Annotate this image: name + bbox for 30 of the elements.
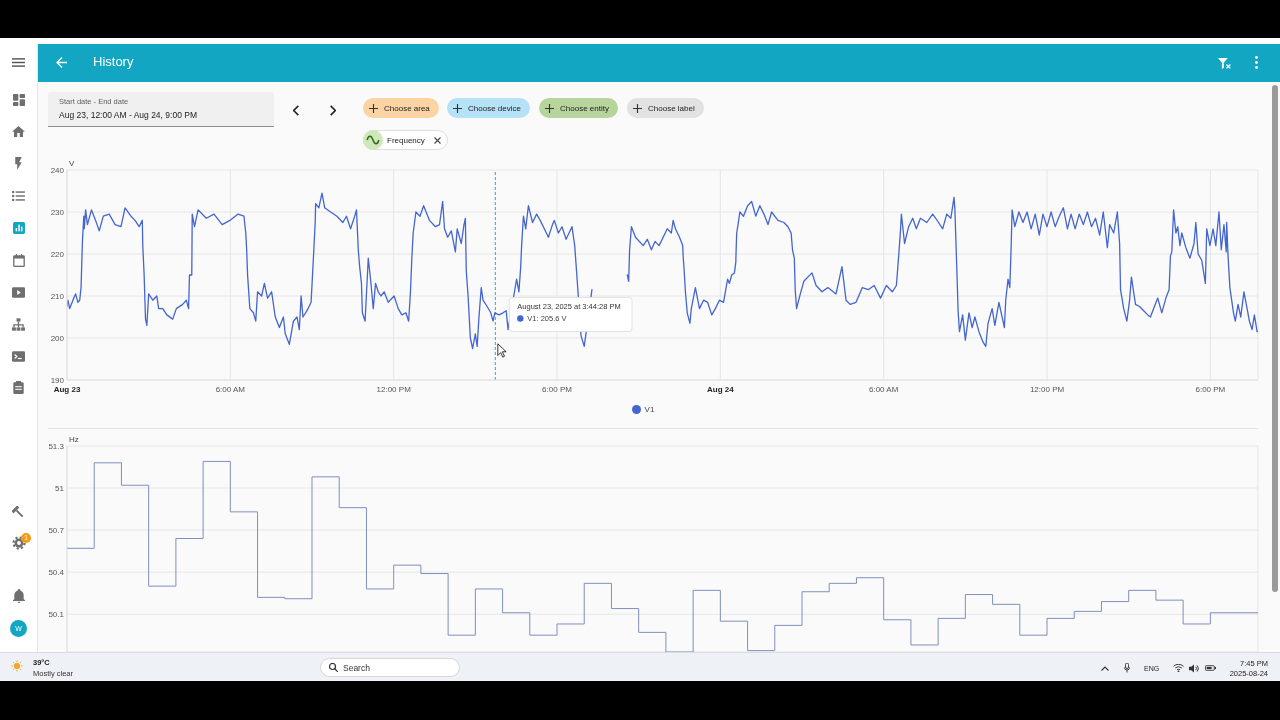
y-tick-label: 230: [50, 207, 65, 217]
x-tick-label: 6:00 PM: [1195, 384, 1226, 394]
y-tick-label: 51: [55, 483, 65, 493]
x-tick-label: 6:00 AM: [215, 384, 246, 394]
y-tick-label: 240: [50, 165, 65, 175]
y-tick-label: 190: [50, 375, 65, 385]
filter-chip: Choose area: [363, 98, 439, 118]
text: Aug 23, 12:00 AM - Aug 24, 9:00 PM: [59, 109, 197, 120]
y-axis-title: V: [69, 159, 75, 168]
x-tick-label: Aug 24: [707, 384, 735, 394]
legend-label: V1: [644, 405, 655, 414]
y-tick-label: 51.3: [48, 441, 65, 451]
x-tick-label: Aug 23: [53, 384, 81, 394]
text: History: [93, 54, 134, 69]
x-tick-label: 6:00 AM: [869, 384, 899, 394]
search-field: Search: [320, 658, 460, 677]
filter-chip: Choose entity: [539, 98, 618, 118]
y-tick-label: 200: [50, 333, 65, 343]
y-tick-label: 50.4: [48, 567, 65, 577]
x-tick-label: 6:00 PM: [542, 384, 573, 394]
y-tick-label: 50.1: [48, 609, 65, 619]
entity-chip: Frequency: [363, 130, 448, 150]
y-tick-label: 220: [50, 249, 65, 259]
y-tick-label: 50.7: [48, 525, 65, 535]
x-tick-label: 12:00 PM: [1029, 384, 1065, 394]
y-axis-title: Hz: [69, 435, 79, 444]
y-tick-label: 210: [50, 291, 65, 301]
filter-chip: Choose label: [627, 98, 704, 118]
filter-chip: Choose device: [447, 98, 530, 118]
x-tick-label: 12:00 PM: [376, 384, 412, 394]
